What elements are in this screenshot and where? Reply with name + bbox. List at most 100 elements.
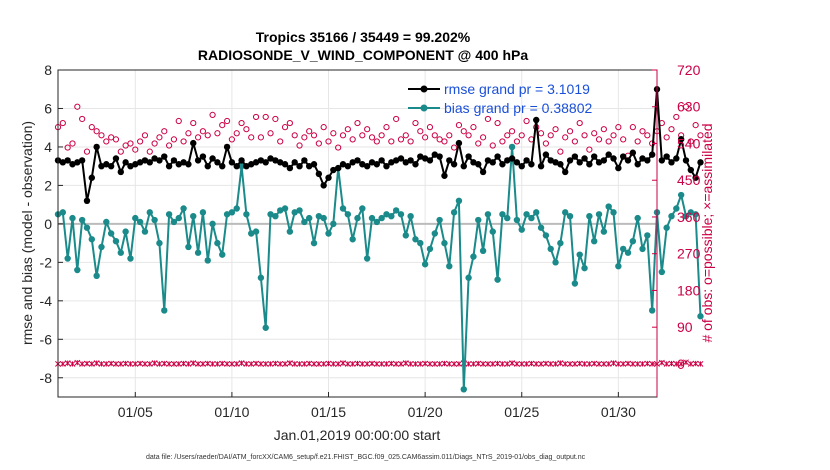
- obs-possible-marker: [219, 122, 226, 129]
- obs-assimilated-marker: [446, 360, 453, 367]
- obs-possible-marker: [272, 115, 279, 123]
- obs-assimilated-x: [625, 360, 631, 367]
- rmse-point: [262, 159, 269, 166]
- obs-assimilated-marker: [141, 360, 148, 367]
- obs-assimilated-marker: [697, 360, 704, 367]
- obs-assimilated-marker: [108, 360, 115, 367]
- bias-point: [460, 386, 467, 393]
- rmse-point: [281, 161, 289, 168]
- obs-assimilated-x: [600, 360, 607, 367]
- obs-possible-marker: [571, 138, 578, 145]
- bias-point: [325, 230, 332, 237]
- rmse-point: [426, 157, 434, 164]
- obs-assimilated-x: [663, 360, 670, 367]
- obs-assimilated-marker: [547, 360, 554, 367]
- obs-assimilated-marker: [253, 360, 260, 367]
- obs-assimilated-marker: [291, 360, 298, 367]
- rmse-point: [214, 159, 221, 166]
- obs-assimilated-x: [499, 360, 506, 367]
- bias-point: [78, 216, 86, 224]
- rmse-point: [320, 182, 327, 189]
- bias-point: [359, 205, 366, 212]
- obs-assimilated-x: [446, 360, 453, 367]
- obs-assimilated-marker: [581, 360, 588, 367]
- rmse-point: [542, 151, 550, 158]
- obs-assimilated-x: [378, 360, 385, 367]
- obs-assimilated-x: [79, 360, 86, 367]
- obs-assimilated-x: [383, 360, 390, 367]
- obs-assimilated-x: [412, 360, 419, 367]
- rmse-point: [576, 159, 583, 166]
- legend-bias-label: bias grand pr = 0.38802: [444, 100, 592, 116]
- obs-possible-marker: [132, 146, 139, 153]
- obs-possible-marker: [170, 136, 178, 143]
- obs-assimilated-marker: [228, 360, 235, 367]
- obs-possible-marker: [175, 117, 182, 125]
- rmse-point: [470, 159, 477, 166]
- obs-assimilated-marker: [687, 360, 694, 367]
- obs-assimilated-x: [170, 360, 177, 367]
- bias-point: [252, 228, 260, 235]
- bias-point: [127, 255, 134, 262]
- rmse-point: [392, 157, 400, 164]
- obs-assimilated-marker: [204, 360, 211, 367]
- y-tick-label: -2: [40, 254, 53, 270]
- obs-assimilated-x: [185, 360, 192, 367]
- obs-assimilated-x: [315, 360, 322, 367]
- rmse-point: [687, 166, 695, 174]
- rmse-point: [156, 157, 163, 164]
- obs-possible-marker: [214, 130, 221, 137]
- obs-assimilated-marker: [398, 360, 404, 367]
- rmse-point: [359, 161, 366, 168]
- obs-assimilated-marker: [422, 360, 429, 367]
- rmse-point: [248, 161, 255, 168]
- rmse-point: [165, 162, 173, 170]
- obs-assimilated-marker: [146, 360, 153, 367]
- bias-point: [465, 274, 472, 281]
- obs-possible-marker: [378, 132, 385, 139]
- obs-assimilated-x: [504, 360, 511, 367]
- obs-assimilated-marker: [286, 360, 293, 367]
- bias-point: [151, 216, 158, 224]
- rmse-point: [277, 159, 284, 166]
- obs-assimilated-x: [122, 360, 129, 367]
- bias-point: [281, 205, 289, 212]
- obs-assimilated-x: [180, 360, 187, 367]
- bias-point: [93, 272, 100, 280]
- bias-point: [533, 209, 540, 216]
- obs-possible-marker: [233, 130, 240, 137]
- obs-possible-marker: [610, 132, 617, 139]
- obs-assimilated-x: [455, 360, 462, 367]
- bias-point: [528, 214, 535, 222]
- rmse-point: [499, 161, 506, 168]
- bias-point: [610, 209, 617, 216]
- obs-assimilated-marker: [557, 360, 564, 367]
- bias-point: [644, 232, 651, 239]
- rmse-point: [228, 159, 236, 166]
- bias-point: [315, 212, 323, 220]
- obs-assimilated-x: [306, 360, 313, 367]
- x-ticks: 01/05 01/10 01/15 01/20 01/25 01/30: [118, 392, 636, 420]
- bias-point: [523, 211, 530, 218]
- rmse-point: [88, 174, 96, 181]
- obs-possible-marker: [166, 142, 173, 149]
- obs-possible-marker: [595, 136, 603, 143]
- rmse-point: [629, 149, 637, 156]
- obs-assimilated-x: [610, 360, 617, 367]
- obs-assimilated-x: [596, 360, 602, 367]
- obs-assimilated-marker: [103, 360, 110, 367]
- obs-possible-marker: [180, 138, 187, 145]
- rmse-point: [151, 155, 158, 162]
- rmse-point: [354, 157, 361, 164]
- rmse-point: [639, 155, 646, 162]
- bias-point: [470, 253, 477, 260]
- obs-possible-marker: [79, 115, 86, 123]
- bias-point: [98, 243, 105, 251]
- obs-possible-marker: [518, 132, 525, 139]
- obs-assimilated-x: [552, 360, 559, 367]
- bias-point: [692, 211, 699, 218]
- y-tick-label: 6: [44, 100, 52, 116]
- rmse-point: [112, 155, 120, 162]
- rmse-point: [267, 155, 274, 162]
- rmse-point: [436, 153, 443, 160]
